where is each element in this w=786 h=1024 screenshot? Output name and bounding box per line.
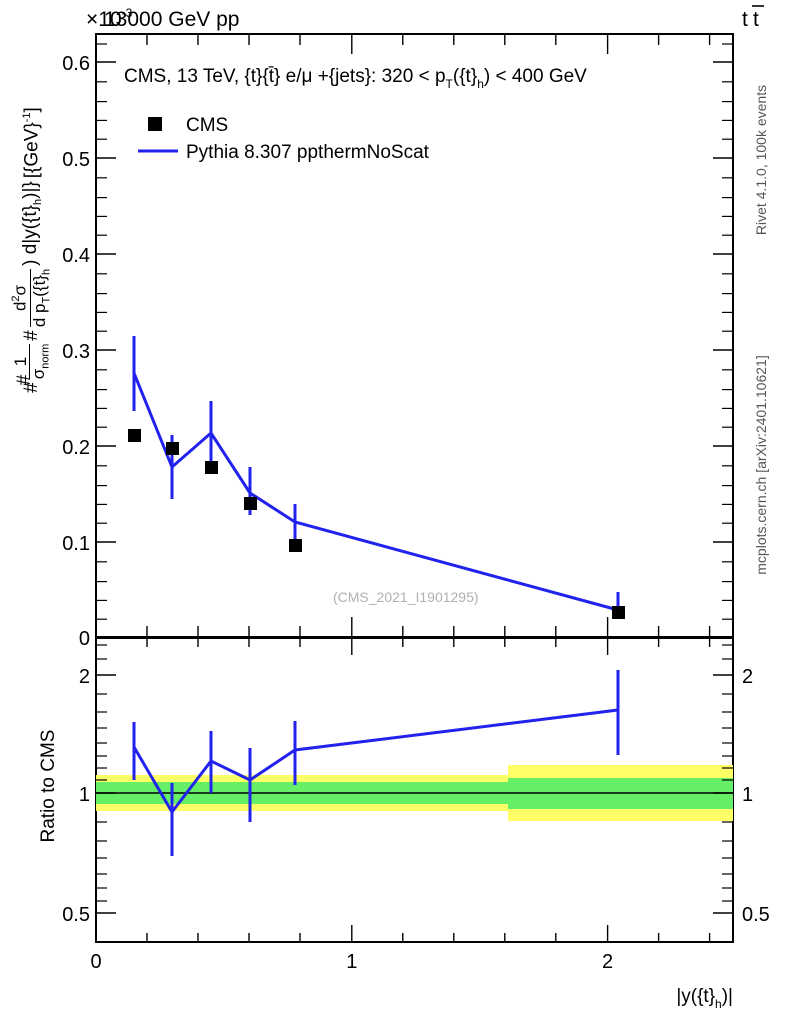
y-axis-label-main-stack: # 1 σnorm # d2σ d pT({t}h ) d|y({t}h)|} … bbox=[10, 70, 54, 430]
y-axis-label-main: # bbox=[14, 374, 35, 385]
ratio-x-top-ticks bbox=[95, 638, 711, 655]
ratio-x-bottom-ticks bbox=[95, 925, 711, 942]
cms-marker bbox=[128, 429, 141, 442]
svg-text:1: 1 bbox=[742, 784, 753, 806]
ratio-series-pythia bbox=[132, 670, 620, 856]
x-axis-labels: 0 1 2 |y({t}h)| bbox=[0, 942, 786, 1024]
side-label-rivet: Rivet 4.1.0, 100k events bbox=[753, 84, 769, 236]
process-label: t t bbox=[742, 5, 764, 31]
t-bar-glyph: t̄ bbox=[268, 66, 275, 87]
ratio-panel: 2 1 0.5 2 1 0.5 bbox=[0, 637, 786, 947]
svg-text:0.5: 0.5 bbox=[62, 904, 90, 926]
x-tick-label-2: 2 bbox=[602, 951, 613, 973]
x-axis-title: |y({t}h)| bbox=[676, 986, 733, 1011]
svg-text:1: 1 bbox=[79, 784, 90, 806]
legend-marker-cms bbox=[148, 117, 162, 131]
svg-text:t: t bbox=[742, 8, 748, 31]
frac-dsigma: d2σ d pT({t}h bbox=[10, 268, 53, 328]
x-axis-top-ticks bbox=[95, 34, 711, 54]
svg-text:#: # bbox=[14, 374, 35, 385]
x-tick-label-1: 1 bbox=[346, 951, 357, 973]
ratio-y-major-ticks-right bbox=[713, 674, 733, 914]
legend-label-cms: CMS bbox=[186, 115, 228, 136]
ratio-y-tick-labels-right: 2 1 0.5 bbox=[742, 666, 770, 926]
ratio-line bbox=[132, 708, 619, 815]
svg-text:0.2: 0.2 bbox=[62, 437, 90, 459]
y-axis-minor-ticks-right bbox=[722, 43, 733, 620]
dataset-watermark: (CMS_2021_I1901295) bbox=[333, 589, 479, 605]
svg-text:0.5: 0.5 bbox=[742, 904, 770, 926]
frac-norm: 1 σnorm bbox=[11, 343, 52, 380]
svg-text:0.4: 0.4 bbox=[62, 245, 90, 267]
svg-text:2: 2 bbox=[79, 666, 90, 688]
pythia-line bbox=[132, 372, 619, 612]
side-label-mcplots: mcplots.cern.ch [arXiv:2401.10621] bbox=[753, 355, 769, 575]
y-label-unit: [{GeV}-1] bbox=[20, 107, 43, 179]
legend: CMS Pythia 8.307 ppthermNoScat bbox=[138, 115, 430, 163]
y-axis-minor-ticks-left bbox=[96, 43, 107, 620]
main-plot-frame bbox=[95, 33, 734, 638]
svg-text:0.6: 0.6 bbox=[62, 53, 90, 75]
ratio-y-minor-ticks-left bbox=[96, 644, 107, 902]
header-band: ×10-3 13000 GeV pp t t bbox=[0, 0, 786, 34]
cms-marker bbox=[205, 461, 218, 474]
series-cms bbox=[128, 429, 625, 619]
legend-label-pythia: Pythia 8.307 ppthermNoScat bbox=[186, 142, 430, 163]
hash-2: # bbox=[21, 330, 42, 341]
plot-title: CMS, 13 TeV, {t}{t̄} e/μ +{jets}: 320 < … bbox=[124, 66, 587, 91]
svg-text:t: t bbox=[753, 8, 759, 31]
cms-marker bbox=[612, 606, 625, 619]
ratio-errorbars bbox=[132, 670, 620, 856]
ratio-y-axis-label: Ratio to CMS bbox=[38, 729, 59, 843]
svg-text:0: 0 bbox=[79, 628, 90, 650]
scale-factor-label: ×10-3 bbox=[86, 6, 133, 31]
cms-marker bbox=[289, 539, 302, 552]
y-axis-tick-labels: 0.6 0.5 0.4 0.3 0.2 0.1 0 bbox=[62, 53, 90, 650]
cms-marker bbox=[166, 442, 179, 455]
svg-text:0.1: 0.1 bbox=[62, 533, 90, 555]
ratio-y-minor-ticks-right bbox=[722, 644, 733, 902]
x-tick-label-0: 0 bbox=[90, 951, 101, 973]
beam-label: 13000 GeV pp bbox=[104, 8, 239, 31]
y-label-tail: ) d|y({t}h)|} bbox=[20, 181, 44, 266]
main-panel: 0.6 0.5 0.4 0.3 0.2 0.1 0 CMS, 13 TeV, {… bbox=[14, 33, 734, 650]
hash-1: # bbox=[21, 382, 42, 393]
svg-text:0.3: 0.3 bbox=[62, 341, 90, 363]
x-axis-bottom-ticks-main bbox=[95, 617, 711, 637]
ratio-y-major-ticks-left bbox=[96, 674, 116, 914]
svg-text:0.5: 0.5 bbox=[62, 149, 90, 171]
svg-text:2: 2 bbox=[742, 666, 753, 688]
ratio-y-tick-labels-left: 2 1 0.5 bbox=[62, 666, 90, 926]
cms-marker bbox=[244, 497, 257, 510]
